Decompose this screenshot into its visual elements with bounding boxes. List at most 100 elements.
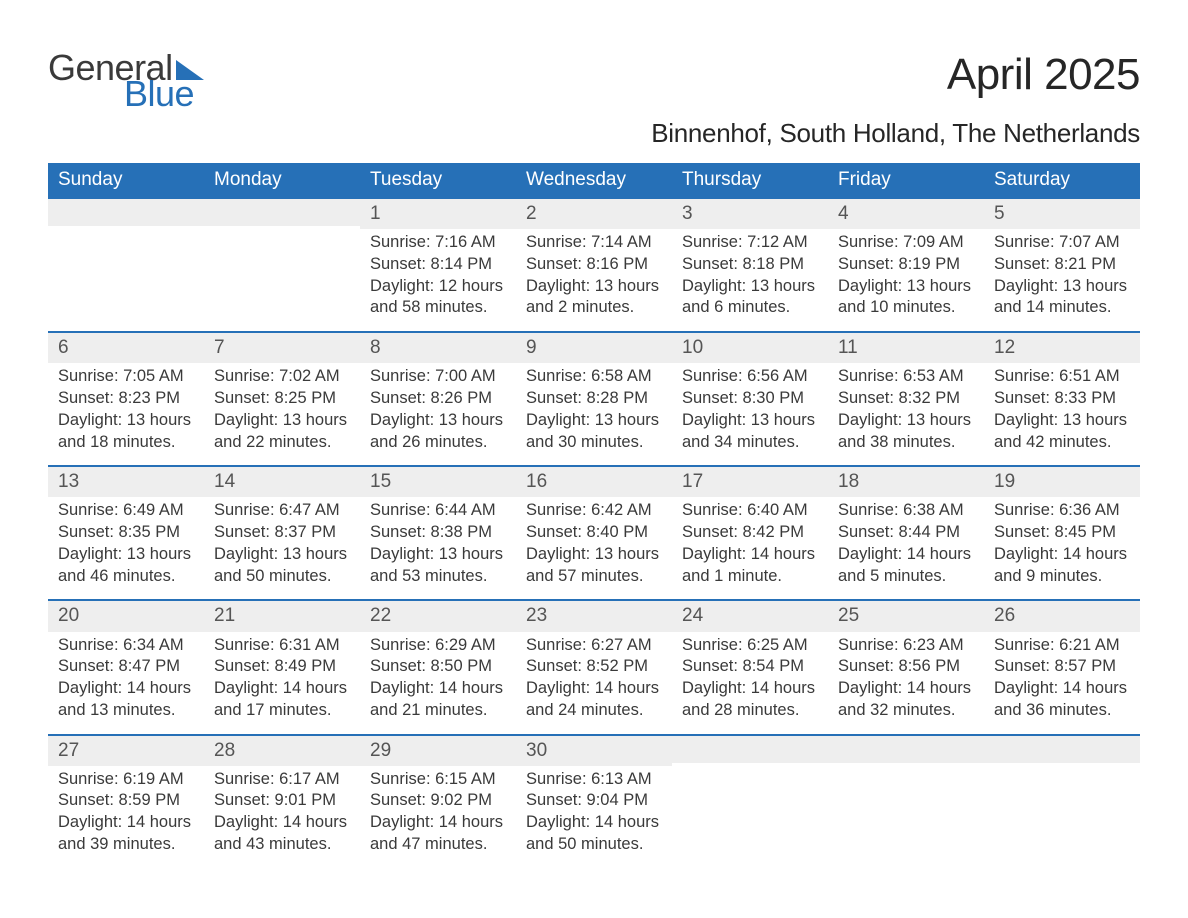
day-body — [828, 763, 984, 778]
day-body: Sunrise: 6:21 AMSunset: 8:57 PMDaylight:… — [984, 632, 1140, 734]
sunset-line: Sunset: 8:14 PM — [370, 254, 506, 276]
day-cell: 16Sunrise: 6:42 AMSunset: 8:40 PMDayligh… — [516, 467, 672, 599]
day-number — [48, 199, 204, 226]
day-number — [204, 199, 360, 226]
sunset-line: Sunset: 8:57 PM — [994, 656, 1130, 678]
sunset-line: Sunset: 8:19 PM — [838, 254, 974, 276]
day-body: Sunrise: 6:34 AMSunset: 8:47 PMDaylight:… — [48, 632, 204, 734]
day-cell: 28Sunrise: 6:17 AMSunset: 9:01 PMDayligh… — [204, 736, 360, 868]
sunrise-line: Sunrise: 6:13 AM — [526, 769, 662, 791]
day-cell: 2Sunrise: 7:14 AMSunset: 8:16 PMDaylight… — [516, 199, 672, 331]
sunrise-line: Sunrise: 6:44 AM — [370, 500, 506, 522]
daylight-line: Daylight: 13 hours and 18 minutes. — [58, 410, 194, 454]
sunrise-line: Sunrise: 7:14 AM — [526, 232, 662, 254]
day-body: Sunrise: 6:49 AMSunset: 8:35 PMDaylight:… — [48, 497, 204, 599]
day-number: 27 — [48, 736, 204, 766]
sunset-line: Sunset: 8:35 PM — [58, 522, 194, 544]
day-body — [984, 763, 1140, 778]
logo-text-blue: Blue — [124, 76, 204, 112]
daylight-line: Daylight: 14 hours and 36 minutes. — [994, 678, 1130, 722]
daylight-line: Daylight: 14 hours and 43 minutes. — [214, 812, 350, 856]
day-number: 3 — [672, 199, 828, 229]
day-cell: 9Sunrise: 6:58 AMSunset: 8:28 PMDaylight… — [516, 333, 672, 465]
sunset-line: Sunset: 8:49 PM — [214, 656, 350, 678]
day-body: Sunrise: 6:27 AMSunset: 8:52 PMDaylight:… — [516, 632, 672, 734]
day-number: 6 — [48, 333, 204, 363]
weekday-sunday: Sunday — [48, 163, 204, 199]
day-cell — [204, 199, 360, 331]
day-cell: 4Sunrise: 7:09 AMSunset: 8:19 PMDaylight… — [828, 199, 984, 331]
sunset-line: Sunset: 8:45 PM — [994, 522, 1130, 544]
weekday-header-row: SundayMondayTuesdayWednesdayThursdayFrid… — [48, 163, 1140, 199]
weekday-monday: Monday — [204, 163, 360, 199]
day-number: 12 — [984, 333, 1140, 363]
day-body: Sunrise: 6:44 AMSunset: 8:38 PMDaylight:… — [360, 497, 516, 599]
daylight-line: Daylight: 13 hours and 14 minutes. — [994, 276, 1130, 320]
sunset-line: Sunset: 8:59 PM — [58, 790, 194, 812]
sunset-line: Sunset: 8:54 PM — [682, 656, 818, 678]
page-title: April 2025 — [947, 50, 1140, 100]
daylight-line: Daylight: 13 hours and 10 minutes. — [838, 276, 974, 320]
sunrise-line: Sunrise: 6:17 AM — [214, 769, 350, 791]
weekday-friday: Friday — [828, 163, 984, 199]
sunset-line: Sunset: 9:04 PM — [526, 790, 662, 812]
daylight-line: Daylight: 12 hours and 58 minutes. — [370, 276, 506, 320]
day-cell — [984, 736, 1140, 868]
daylight-line: Daylight: 13 hours and 42 minutes. — [994, 410, 1130, 454]
sunset-line: Sunset: 8:23 PM — [58, 388, 194, 410]
day-cell: 7Sunrise: 7:02 AMSunset: 8:25 PMDaylight… — [204, 333, 360, 465]
day-body: Sunrise: 6:13 AMSunset: 9:04 PMDaylight:… — [516, 766, 672, 868]
sunrise-line: Sunrise: 6:36 AM — [994, 500, 1130, 522]
sunrise-line: Sunrise: 6:51 AM — [994, 366, 1130, 388]
daylight-line: Daylight: 14 hours and 32 minutes. — [838, 678, 974, 722]
day-body: Sunrise: 7:16 AMSunset: 8:14 PMDaylight:… — [360, 229, 516, 331]
day-cell: 11Sunrise: 6:53 AMSunset: 8:32 PMDayligh… — [828, 333, 984, 465]
sunset-line: Sunset: 8:50 PM — [370, 656, 506, 678]
day-cell: 22Sunrise: 6:29 AMSunset: 8:50 PMDayligh… — [360, 601, 516, 733]
daylight-line: Daylight: 13 hours and 26 minutes. — [370, 410, 506, 454]
sunrise-line: Sunrise: 7:09 AM — [838, 232, 974, 254]
daylight-line: Daylight: 13 hours and 22 minutes. — [214, 410, 350, 454]
day-cell: 1Sunrise: 7:16 AMSunset: 8:14 PMDaylight… — [360, 199, 516, 331]
day-number: 18 — [828, 467, 984, 497]
day-cell: 5Sunrise: 7:07 AMSunset: 8:21 PMDaylight… — [984, 199, 1140, 331]
day-cell: 27Sunrise: 6:19 AMSunset: 8:59 PMDayligh… — [48, 736, 204, 868]
daylight-line: Daylight: 14 hours and 47 minutes. — [370, 812, 506, 856]
calendar: SundayMondayTuesdayWednesdayThursdayFrid… — [48, 163, 1140, 868]
sunset-line: Sunset: 8:38 PM — [370, 522, 506, 544]
daylight-line: Daylight: 13 hours and 30 minutes. — [526, 410, 662, 454]
day-body: Sunrise: 6:56 AMSunset: 8:30 PMDaylight:… — [672, 363, 828, 465]
sunrise-line: Sunrise: 6:15 AM — [370, 769, 506, 791]
day-cell — [48, 199, 204, 331]
day-number: 5 — [984, 199, 1140, 229]
sunrise-line: Sunrise: 6:53 AM — [838, 366, 974, 388]
day-body: Sunrise: 6:25 AMSunset: 8:54 PMDaylight:… — [672, 632, 828, 734]
daylight-line: Daylight: 13 hours and 2 minutes. — [526, 276, 662, 320]
sunset-line: Sunset: 8:25 PM — [214, 388, 350, 410]
sunrise-line: Sunrise: 6:23 AM — [838, 635, 974, 657]
day-number: 22 — [360, 601, 516, 631]
daylight-line: Daylight: 13 hours and 53 minutes. — [370, 544, 506, 588]
day-body: Sunrise: 7:07 AMSunset: 8:21 PMDaylight:… — [984, 229, 1140, 331]
day-cell: 8Sunrise: 7:00 AMSunset: 8:26 PMDaylight… — [360, 333, 516, 465]
day-cell: 10Sunrise: 6:56 AMSunset: 8:30 PMDayligh… — [672, 333, 828, 465]
day-body — [204, 226, 360, 241]
day-body: Sunrise: 7:09 AMSunset: 8:19 PMDaylight:… — [828, 229, 984, 331]
day-body: Sunrise: 6:19 AMSunset: 8:59 PMDaylight:… — [48, 766, 204, 868]
day-body: Sunrise: 6:36 AMSunset: 8:45 PMDaylight:… — [984, 497, 1140, 599]
sunrise-line: Sunrise: 7:02 AM — [214, 366, 350, 388]
day-number: 10 — [672, 333, 828, 363]
day-number: 26 — [984, 601, 1140, 631]
day-body: Sunrise: 6:29 AMSunset: 8:50 PMDaylight:… — [360, 632, 516, 734]
day-body: Sunrise: 6:23 AMSunset: 8:56 PMDaylight:… — [828, 632, 984, 734]
sunrise-line: Sunrise: 6:49 AM — [58, 500, 194, 522]
day-body: Sunrise: 6:47 AMSunset: 8:37 PMDaylight:… — [204, 497, 360, 599]
day-body: Sunrise: 7:00 AMSunset: 8:26 PMDaylight:… — [360, 363, 516, 465]
sunrise-line: Sunrise: 6:25 AM — [682, 635, 818, 657]
day-body — [48, 226, 204, 241]
day-cell: 12Sunrise: 6:51 AMSunset: 8:33 PMDayligh… — [984, 333, 1140, 465]
day-cell: 17Sunrise: 6:40 AMSunset: 8:42 PMDayligh… — [672, 467, 828, 599]
sunrise-line: Sunrise: 6:58 AM — [526, 366, 662, 388]
daylight-line: Daylight: 14 hours and 24 minutes. — [526, 678, 662, 722]
sunrise-line: Sunrise: 7:00 AM — [370, 366, 506, 388]
